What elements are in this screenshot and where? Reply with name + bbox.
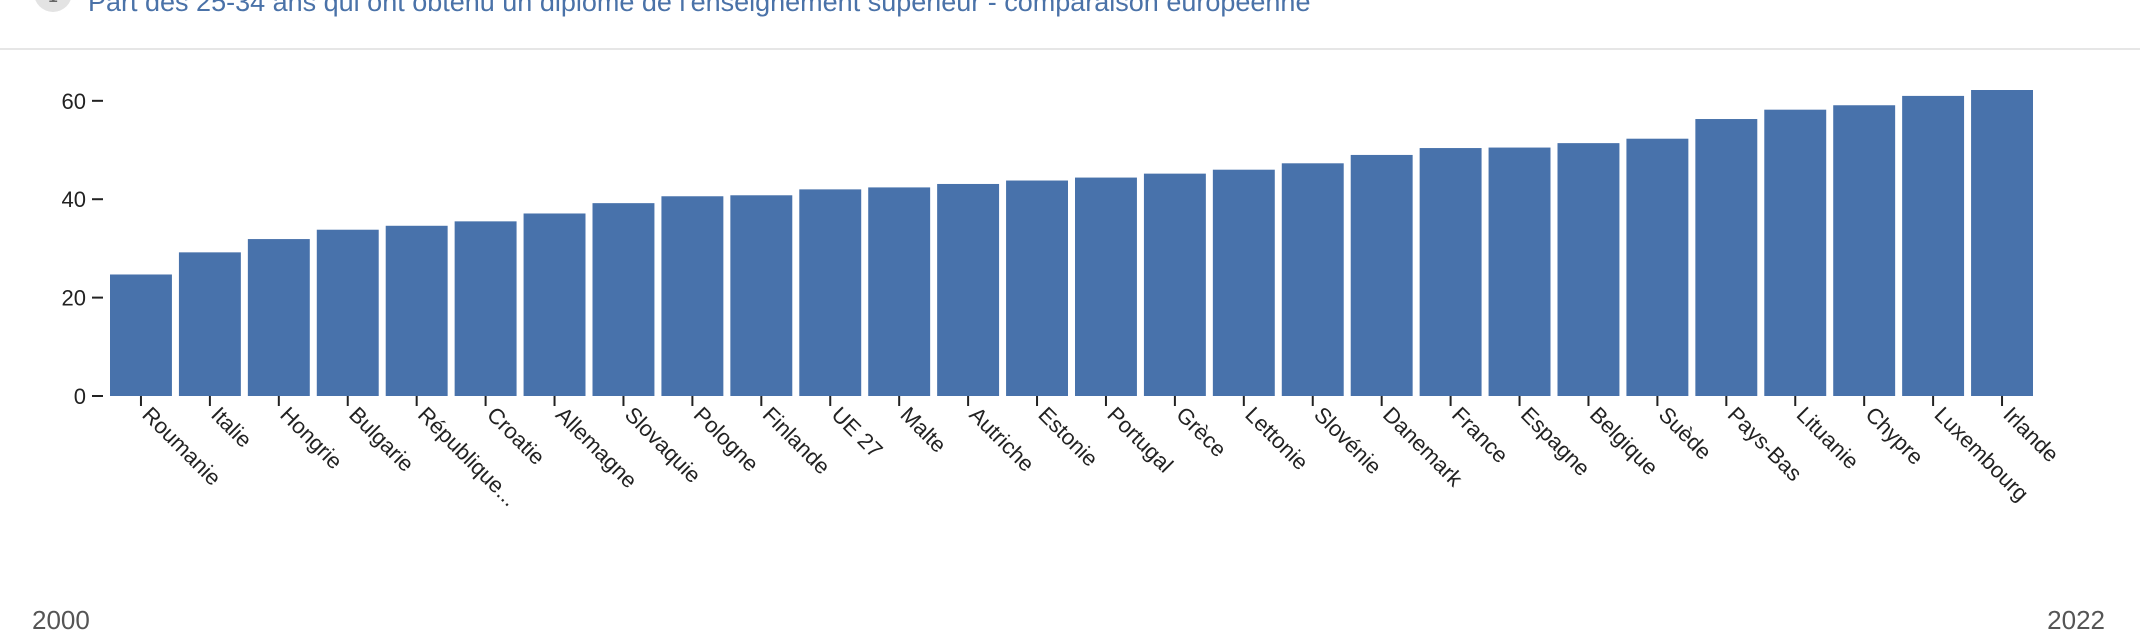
timeline-start-label: 2000 [32,605,90,635]
x-tick-label: Autriche [965,402,1040,477]
bar[interactable] [1695,119,1758,396]
x-tick-label: Chypre [1861,402,1929,470]
y-tick-label: 40 [62,187,86,212]
x-tick-label: Belgique [1585,402,1663,480]
bar[interactable] [937,183,1000,396]
x-tick-label: Irlande [1999,402,2064,467]
bar[interactable] [1626,138,1689,397]
x-tick-label: Malte [896,402,952,458]
bar[interactable] [868,187,931,396]
bar[interactable] [247,239,310,396]
bar[interactable] [1419,148,1482,396]
timeline-end-label: 2022 [2047,605,2105,635]
bar[interactable] [1764,109,1827,396]
chart-title: Part des 25-34 ans qui ont obtenu un dip… [88,0,1311,17]
bar[interactable] [454,221,517,396]
bar[interactable] [1488,147,1551,396]
bars [110,90,2033,397]
y-tick-label: 60 [62,89,86,114]
bar[interactable] [1006,180,1068,396]
x-tick-label: Italie [206,402,257,453]
bar[interactable] [1971,90,2033,396]
x-tick-label: Estonie [1034,402,1104,472]
bar[interactable] [1143,173,1206,396]
bar[interactable] [661,196,724,396]
bar[interactable] [1902,95,1965,396]
bar[interactable] [178,252,241,396]
bar[interactable] [1212,169,1275,396]
bar[interactable] [799,189,862,396]
y-tick-label: 0 [74,384,86,409]
chart-header: i Part des 25-34 ans qui ont obtenu un d… [0,0,2140,50]
y-axis: 0 20 40 60 [62,89,103,409]
bar[interactable] [523,213,586,396]
x-tick-label: Bulgarie [344,402,419,477]
x-tick-label: Grèce [1171,402,1231,462]
info-icon[interactable]: i [34,0,72,12]
bar[interactable] [1281,163,1344,396]
x-tick-label: Finlande [758,402,835,479]
x-tick-label: Suède [1654,402,1717,465]
bar[interactable] [1350,154,1413,396]
bar[interactable] [385,225,448,396]
bar[interactable] [730,195,793,396]
x-tick-label: UE 27 [827,402,888,463]
x-tick-label: Espagne [1516,402,1595,481]
x-tick-label: France [1447,402,1513,468]
x-tick-label: Pays-Bas [1723,402,1807,486]
bar[interactable] [110,274,172,396]
x-tick-label: Slovénie [1309,402,1386,479]
bar[interactable] [592,203,655,396]
x-tick-label: Hongrie [275,402,347,474]
x-tick-label: Lettonie [1240,402,1313,475]
bar[interactable] [316,229,379,396]
bar[interactable] [1557,143,1620,396]
x-tick-label: Portugal [1102,402,1178,478]
y-tick-label: 20 [62,286,86,311]
x-tick-label: Croatie [482,402,550,470]
bar[interactable] [1075,177,1137,396]
bar[interactable] [1833,105,1896,397]
